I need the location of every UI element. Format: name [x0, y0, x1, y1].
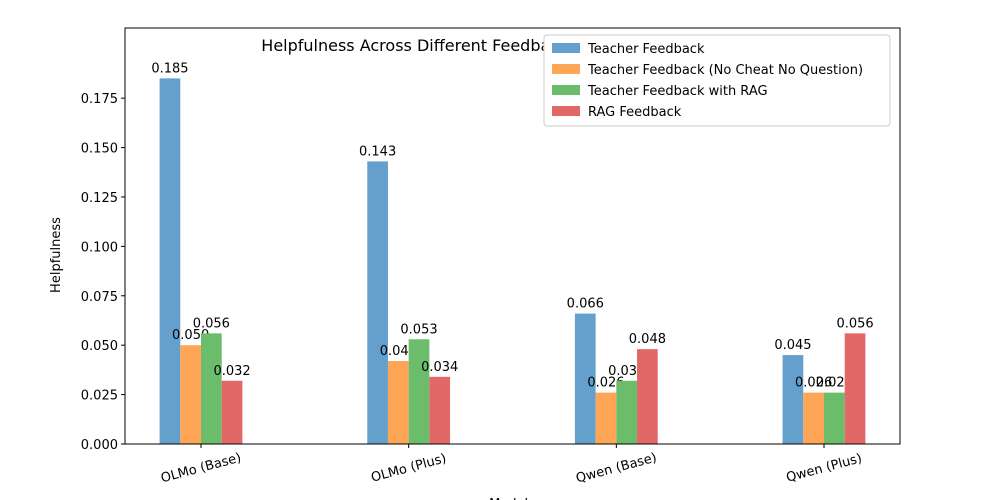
bar — [844, 333, 866, 444]
y-tick-label: 0.050 — [81, 339, 118, 354]
bar — [637, 349, 658, 444]
y-tick-label: 0.100 — [81, 240, 118, 255]
bar — [803, 392, 824, 444]
y-tick-label: 0.025 — [81, 389, 118, 404]
y-tick-label: 0.175 — [81, 92, 118, 107]
bar — [221, 380, 243, 444]
y-axis-label: Helpfulness — [49, 217, 64, 293]
legend-swatch — [552, 106, 580, 116]
legend: Teacher Feedback Teacher Feedback (No Che… — [543, 34, 891, 127]
x-tick-label: OLMo (Base) — [159, 451, 243, 487]
value-label: 0.045 — [774, 338, 811, 353]
legend-label: Teacher Feedback (No Cheat No Question) — [587, 63, 863, 78]
bar — [387, 360, 409, 444]
y-tick-label: 0.000 — [81, 438, 118, 453]
value-label: 0.042 — [380, 344, 417, 359]
value-label: 0.050 — [172, 328, 209, 343]
bar — [159, 78, 181, 445]
legend-label: Teacher Feedback with RAG — [587, 84, 768, 99]
value-label: 0.056 — [836, 316, 873, 331]
x-tick-label: Qwen (Base) — [574, 450, 658, 486]
legend-box — [543, 34, 891, 127]
x-tick-label: OLMo (Plus) — [369, 451, 448, 486]
bar — [429, 376, 451, 444]
bar — [782, 355, 804, 444]
value-label: 0.034 — [421, 360, 458, 375]
value-label: 0.026 — [816, 376, 853, 391]
y-tick-label: 0.125 — [81, 191, 118, 206]
y-tick-label: 0.075 — [81, 290, 118, 305]
value-label: 0.056 — [193, 316, 230, 331]
value-label: 0.026 — [795, 376, 832, 391]
bar — [824, 392, 845, 444]
bar — [367, 161, 388, 444]
bar — [201, 333, 222, 444]
value-label: 0.185 — [151, 61, 188, 76]
bar — [574, 313, 596, 444]
bar — [616, 380, 638, 444]
bar — [595, 392, 617, 444]
legend-label: RAG Feedback — [588, 105, 682, 120]
bar — [408, 339, 430, 444]
value-label: 0.066 — [567, 297, 604, 312]
x-tick-label: Qwen (Plus) — [785, 451, 864, 486]
y-tick-label: 0.150 — [81, 142, 118, 157]
value-label: 0.048 — [629, 332, 666, 347]
legend-swatch — [552, 64, 580, 74]
legend-swatch — [552, 43, 580, 53]
plot-frame — [124, 27, 901, 445]
value-label: 0.026 — [587, 376, 624, 391]
value-label: 0.053 — [400, 322, 437, 337]
legend-swatch — [552, 85, 580, 95]
legend-label: Teacher Feedback — [587, 42, 705, 57]
value-label: 0.032 — [213, 364, 250, 379]
bar — [180, 345, 201, 444]
value-label: 0.032 — [608, 364, 645, 379]
x-axis-label: Models — [489, 497, 535, 500]
value-label: 0.143 — [359, 144, 396, 159]
